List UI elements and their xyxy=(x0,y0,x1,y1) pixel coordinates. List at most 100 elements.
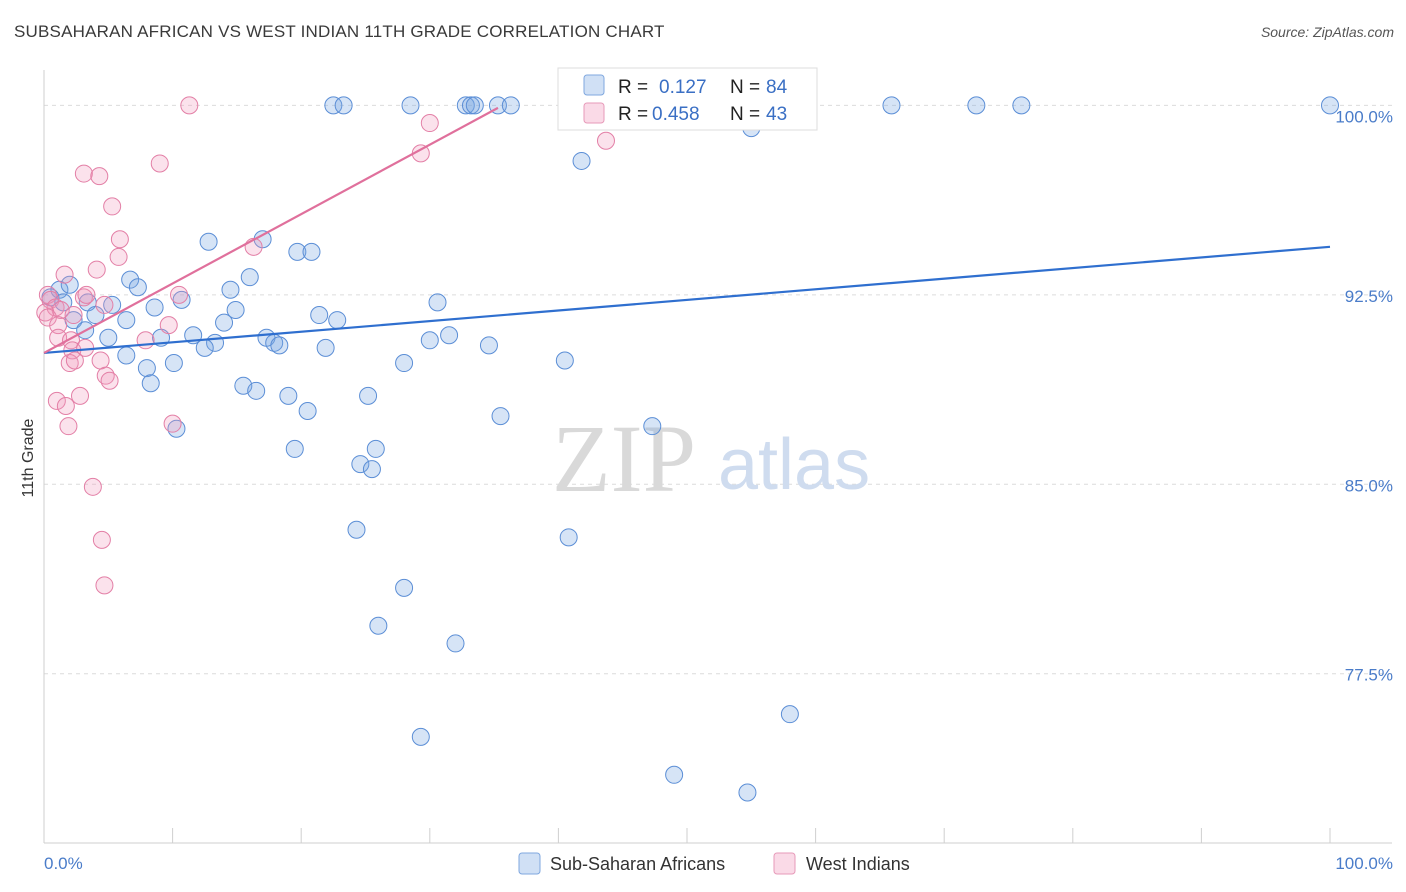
point-west-indian xyxy=(49,316,68,335)
point-sub-saharan xyxy=(366,439,385,458)
point-sub-saharan xyxy=(456,96,475,115)
point-sub-saharan xyxy=(479,336,498,355)
trend-line-west-indian xyxy=(43,106,499,354)
stats-n-value-blue: 84 xyxy=(766,77,788,98)
watermark: ZIP atlas xyxy=(552,405,870,512)
point-sub-saharan xyxy=(172,290,191,309)
point-west-indian xyxy=(95,576,114,595)
point-sub-saharan xyxy=(347,520,366,539)
point-sub-saharan xyxy=(395,578,414,597)
point-sub-saharan xyxy=(128,278,147,297)
y-tick-labels: 100.0% 92.5% 85.0% 77.5% xyxy=(1335,107,1393,684)
point-sub-saharan xyxy=(362,460,381,479)
point-sub-saharan xyxy=(310,306,329,325)
point-sub-saharan xyxy=(643,417,662,436)
point-west-indian xyxy=(90,167,109,186)
data-points xyxy=(36,96,1339,802)
stats-r-value-pink: 0.458 xyxy=(652,104,700,125)
point-sub-saharan xyxy=(351,455,370,474)
point-west-indian xyxy=(596,131,615,150)
point-west-indian xyxy=(74,288,93,307)
point-west-indian xyxy=(71,386,90,405)
point-sub-saharan xyxy=(279,386,298,405)
point-west-indian xyxy=(55,265,74,284)
x-tick-label-min: 0.0% xyxy=(44,854,83,873)
point-west-indian xyxy=(92,530,111,549)
point-west-indian xyxy=(159,316,178,335)
point-sub-saharan xyxy=(491,407,510,426)
point-west-indian xyxy=(110,230,129,249)
point-sub-saharan xyxy=(738,783,757,802)
trend-line-sub-saharan xyxy=(43,245,1331,355)
point-sub-saharan xyxy=(369,616,388,635)
point-west-indian xyxy=(163,414,182,433)
point-sub-saharan xyxy=(411,727,430,746)
point-sub-saharan xyxy=(395,354,414,373)
stats-box-frame xyxy=(557,67,818,131)
legend-label-sub-saharan: Sub-Saharan Africans xyxy=(550,854,725,874)
point-sub-saharan xyxy=(1012,96,1031,115)
point-west-indian xyxy=(56,396,75,415)
point-west-indian xyxy=(47,391,66,410)
point-sub-saharan xyxy=(316,338,335,357)
point-west-indian xyxy=(103,197,122,216)
point-sub-saharan xyxy=(428,293,447,312)
chart-title: SUBSAHARAN AFRICAN VS WEST INDIAN 11TH G… xyxy=(14,22,665,41)
point-sub-saharan xyxy=(665,765,684,784)
stats-swatch-blue xyxy=(583,74,605,96)
stats-n-label-pink: N = xyxy=(730,104,760,125)
stats-swatch-pink xyxy=(583,102,605,124)
point-sub-saharan xyxy=(221,280,240,299)
point-sub-saharan xyxy=(270,336,289,355)
point-west-indian xyxy=(420,114,439,133)
legend-swatch-west-indians xyxy=(773,852,796,875)
y-tick-label: 77.5% xyxy=(1345,666,1393,685)
point-sub-saharan xyxy=(501,96,520,115)
y-tick-label: 92.5% xyxy=(1345,287,1393,306)
point-west-indian xyxy=(150,154,169,173)
y-tick-label: 100.0% xyxy=(1335,107,1393,126)
point-sub-saharan xyxy=(420,331,439,350)
point-sub-saharan xyxy=(86,306,105,325)
point-west-indian xyxy=(91,351,110,370)
stats-n-value-pink: 43 xyxy=(766,104,787,125)
point-sub-saharan xyxy=(215,313,234,332)
point-west-indian xyxy=(64,306,83,325)
point-sub-saharan xyxy=(240,268,259,287)
y-axis-title: 11th Grade xyxy=(20,418,37,497)
source-credit: Source: ZipAtlas.com xyxy=(1260,24,1394,40)
x-tick-labels: 0.0% 100.0% xyxy=(44,854,1393,873)
point-sub-saharan xyxy=(555,351,574,370)
point-west-indian xyxy=(109,247,128,266)
point-sub-saharan xyxy=(164,354,183,373)
point-sub-saharan xyxy=(302,242,321,261)
watermark-zip: ZIP xyxy=(552,405,696,512)
point-west-indian xyxy=(65,351,84,370)
point-west-indian xyxy=(136,331,155,350)
point-west-indian xyxy=(38,308,57,327)
point-sub-saharan xyxy=(298,402,317,421)
point-sub-saharan xyxy=(285,439,304,458)
point-sub-saharan xyxy=(324,96,343,115)
point-sub-saharan xyxy=(359,386,378,405)
stats-box: R = 0.127 N = 84 R = 0.458 N = 43 xyxy=(557,67,818,131)
point-sub-saharan xyxy=(461,96,480,115)
stats-r-label-pink: R = xyxy=(618,104,648,125)
point-sub-saharan xyxy=(1321,96,1339,115)
legend-label-west-indians: West Indians xyxy=(806,854,910,874)
point-west-indian xyxy=(87,260,106,279)
point-sub-saharan xyxy=(780,705,799,724)
point-sub-saharan xyxy=(103,295,122,314)
point-west-indian xyxy=(180,96,199,115)
point-sub-saharan xyxy=(465,96,484,115)
point-sub-saharan xyxy=(967,96,986,115)
axes xyxy=(43,70,1392,844)
watermark-atlas: atlas xyxy=(718,425,870,505)
point-west-indian xyxy=(77,285,96,304)
point-sub-saharan xyxy=(141,374,160,393)
point-sub-saharan xyxy=(401,96,420,115)
trend-lines xyxy=(43,106,1331,355)
point-sub-saharan xyxy=(247,381,266,400)
point-sub-saharan xyxy=(195,338,214,357)
legend: Sub-Saharan Africans West Indians xyxy=(518,852,910,875)
